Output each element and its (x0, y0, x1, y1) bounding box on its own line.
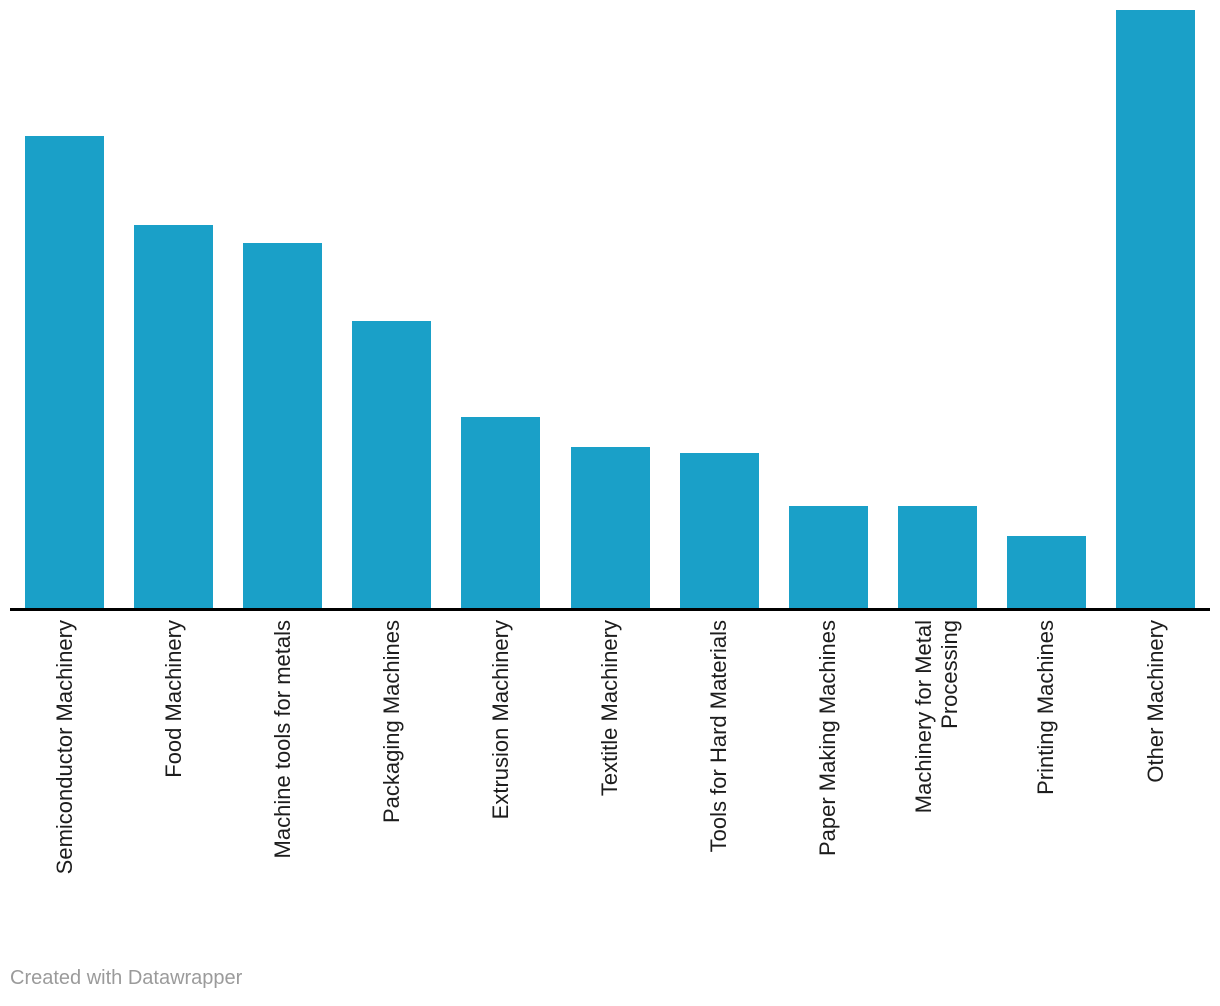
bar-column: Packaging Machines (352, 0, 432, 823)
bar[interactable] (243, 243, 323, 608)
bar[interactable] (570, 446, 650, 608)
x-axis-label: Semiconductor Machinery (51, 620, 77, 875)
bar[interactable] (897, 506, 977, 608)
x-axis-label: Tools for Hard Materials (706, 620, 732, 853)
bar-column: Other Machinery (1116, 0, 1195, 783)
bar-column: Semiconductor Machinery (25, 0, 104, 874)
bar-column: Textitle Machinery (570, 0, 650, 796)
bar-column: Paper Making Machines (788, 0, 868, 856)
bar-column: Machine tools for metals (243, 0, 323, 858)
bar[interactable] (788, 506, 868, 608)
bar[interactable] (134, 225, 214, 608)
x-axis-label: Other Machinery (1142, 620, 1168, 783)
bar-column: Tools for Hard Materials (679, 0, 759, 852)
x-axis-label: Food Machinery (160, 620, 186, 778)
x-axis-label: Packaging Machines (378, 620, 404, 824)
bar[interactable] (679, 452, 759, 608)
x-axis-label: Machinery for Metal Processing (911, 620, 963, 814)
x-axis-label: Printing Machines (1033, 620, 1059, 795)
bar[interactable] (352, 320, 432, 608)
x-axis-label: Textitle Machinery (597, 620, 622, 797)
bar-column: Printing Machines (1006, 0, 1086, 795)
bar[interactable] (1116, 10, 1195, 608)
bar-column: Machinery for Metal Processing (897, 0, 977, 813)
x-axis-label: Paper Making Machines (815, 620, 841, 857)
bar-column: Extrusion Machinery (461, 0, 541, 819)
x-axis-label: Machine tools for metals (269, 620, 295, 859)
plot-area: Semiconductor Machinery Food Machinery M… (10, 0, 1210, 874)
bar[interactable] (25, 135, 104, 608)
datawrapper-credit-link[interactable]: Created with Datawrapper (10, 967, 243, 989)
x-axis-label: Extrusion Machinery (487, 620, 513, 820)
bar-column: Food Machinery (134, 0, 214, 778)
bar[interactable] (461, 416, 541, 608)
bar[interactable] (1006, 536, 1086, 608)
